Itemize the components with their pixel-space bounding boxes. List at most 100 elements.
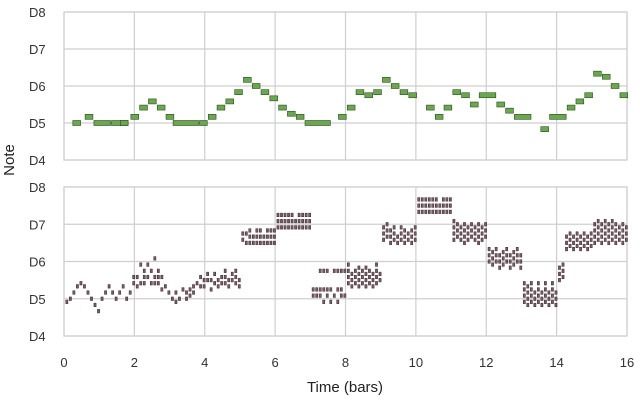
note [248, 240, 252, 245]
note [357, 284, 361, 289]
note [473, 231, 477, 236]
note [600, 222, 604, 227]
note [181, 287, 185, 292]
note [537, 293, 540, 298]
note [424, 203, 428, 208]
note [329, 287, 333, 292]
note [375, 262, 378, 267]
note [442, 203, 445, 208]
note [403, 228, 407, 233]
note [624, 237, 628, 242]
note [346, 104, 356, 111]
note [276, 212, 280, 217]
note [519, 253, 523, 258]
note [399, 89, 409, 95]
note [72, 120, 81, 126]
note [399, 231, 403, 236]
note [575, 243, 579, 249]
y-tick-label: D5 [29, 116, 46, 131]
note [220, 281, 224, 286]
note [431, 197, 435, 202]
note [515, 247, 519, 252]
note [322, 268, 326, 273]
note [600, 228, 604, 233]
note [192, 284, 195, 289]
note [589, 237, 593, 242]
y-tick-label: D6 [29, 79, 46, 94]
note [156, 104, 166, 111]
note [519, 265, 523, 270]
note [368, 281, 371, 286]
note [273, 240, 276, 245]
note [491, 262, 494, 267]
note [276, 219, 280, 224]
note [420, 203, 424, 208]
note [269, 228, 273, 233]
y-tick-label: D7 [29, 42, 46, 57]
note [602, 73, 611, 80]
note [463, 240, 466, 245]
x-tick-label: 4 [201, 355, 208, 370]
note [178, 296, 181, 301]
note [392, 231, 396, 236]
note [223, 281, 227, 286]
note [498, 265, 502, 270]
note [445, 203, 449, 208]
note [614, 240, 618, 245]
note [308, 219, 312, 224]
note [617, 231, 621, 236]
note [234, 274, 238, 280]
note [424, 209, 428, 214]
note [294, 225, 297, 230]
note [610, 231, 614, 236]
note [586, 247, 589, 252]
note [308, 212, 312, 217]
note [526, 290, 530, 295]
note [354, 281, 357, 286]
note [202, 284, 206, 289]
note [501, 262, 505, 267]
note [540, 290, 544, 295]
note [382, 231, 385, 236]
note [473, 237, 477, 242]
note [491, 256, 494, 261]
note [596, 219, 600, 224]
note [287, 225, 290, 230]
note [456, 222, 459, 227]
note [426, 104, 435, 111]
note [375, 281, 378, 286]
note [408, 92, 417, 99]
note [216, 278, 220, 283]
note [579, 234, 582, 239]
note [579, 240, 582, 245]
note [375, 274, 378, 280]
note [339, 287, 343, 292]
note [142, 268, 146, 273]
note [216, 284, 220, 289]
note [579, 247, 582, 252]
note [364, 265, 368, 270]
note [459, 231, 463, 236]
note [470, 222, 473, 227]
note [375, 268, 378, 273]
note [529, 293, 533, 298]
note [266, 228, 269, 233]
note [575, 231, 579, 236]
note [361, 268, 364, 273]
note [290, 219, 294, 224]
note [255, 240, 259, 245]
y-tick-label: D4 [29, 329, 46, 344]
note [533, 296, 537, 301]
note [544, 293, 547, 298]
note [413, 225, 417, 230]
note [494, 253, 498, 258]
note [290, 225, 294, 230]
note [79, 281, 83, 286]
note [547, 290, 551, 295]
note [568, 243, 572, 249]
note [449, 209, 452, 214]
note [392, 225, 396, 230]
note [350, 284, 354, 289]
note [255, 234, 259, 239]
note [434, 197, 438, 202]
